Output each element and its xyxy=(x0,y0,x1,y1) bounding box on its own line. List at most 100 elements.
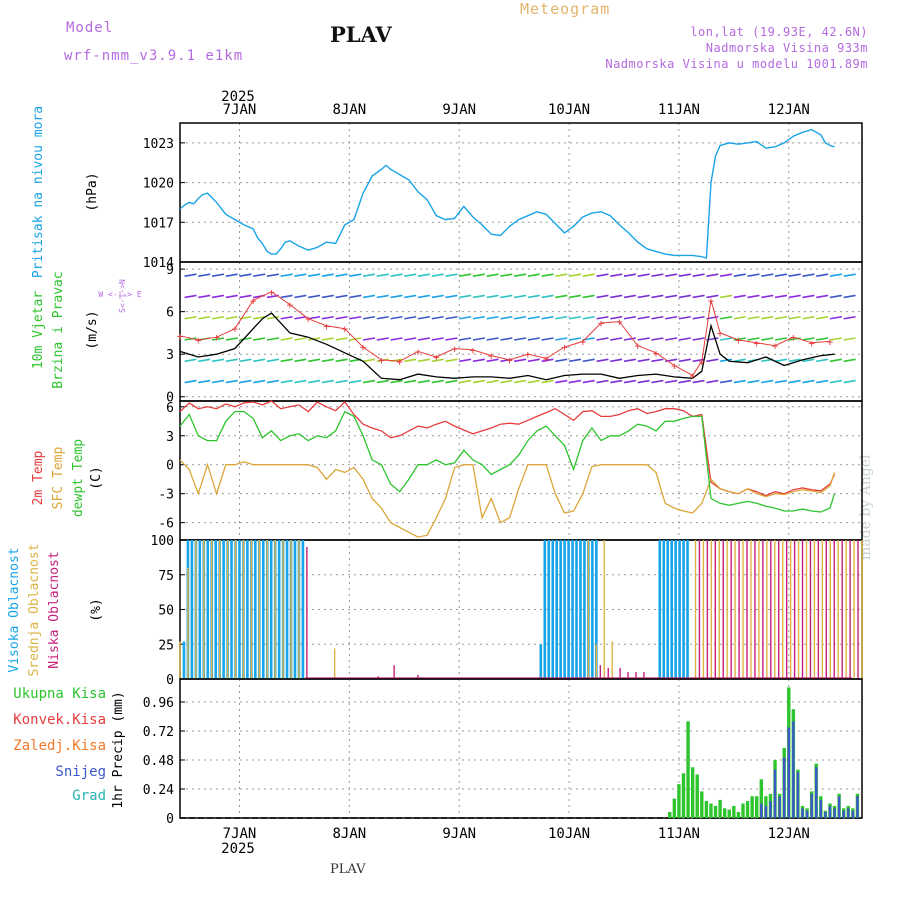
wind-barb xyxy=(582,315,595,320)
wind-barb xyxy=(321,273,334,277)
wind-barb xyxy=(486,379,499,384)
cloud-bar xyxy=(551,540,555,679)
precip-bar xyxy=(769,801,772,818)
pressure-ytick-label: 1023 xyxy=(143,137,174,152)
cloud-bar xyxy=(543,540,547,679)
model-elevation-label: Nadmorska Visina u modelu 1001.89m xyxy=(605,57,868,71)
wind-barb xyxy=(843,273,856,277)
wind-barb xyxy=(555,315,568,320)
wind-barb xyxy=(733,294,746,299)
wind-ylabel-2: Brzina i Pravac xyxy=(51,271,66,388)
wind-barb xyxy=(514,337,527,341)
wind-barb xyxy=(294,337,307,341)
wind-barb xyxy=(335,337,348,341)
wind-barb xyxy=(472,358,485,363)
cloud-bar xyxy=(658,540,662,679)
wind-gust-mark: + xyxy=(735,334,742,347)
wind-barb xyxy=(459,315,472,320)
cloud-bar xyxy=(674,540,677,679)
wind-barb xyxy=(335,294,348,299)
cloud-bar xyxy=(567,540,570,679)
cloud-bar xyxy=(203,540,205,679)
wind-barb xyxy=(404,337,417,341)
wind-barb xyxy=(829,337,842,341)
wind-barb xyxy=(266,337,279,341)
wind-barb xyxy=(788,273,801,277)
cloud-bar xyxy=(694,540,697,679)
wind-barb xyxy=(445,273,458,277)
precip-bar xyxy=(760,803,763,818)
wind-barb xyxy=(445,337,458,341)
wind-barb xyxy=(417,294,431,299)
pressure-ytick-label: 1014 xyxy=(143,256,174,271)
wind-barb xyxy=(390,294,403,299)
cloud-bar xyxy=(730,540,732,679)
wind-gust-mark: + xyxy=(698,355,705,368)
wind-barb xyxy=(802,379,815,384)
clouds-ytick-label: 25 xyxy=(158,638,174,653)
station-title: PLAV xyxy=(330,22,392,47)
wind-barb xyxy=(431,337,444,341)
wind-barb xyxy=(747,337,760,341)
wind-gust-mark: + xyxy=(360,341,367,354)
wind-barb xyxy=(253,273,266,277)
wind-barb xyxy=(514,379,527,384)
cloud-bar xyxy=(666,540,670,679)
wind-barb xyxy=(472,379,485,384)
precip-bar xyxy=(704,801,709,818)
wind-barb xyxy=(445,358,458,363)
year-bottom: 2025 xyxy=(221,841,255,857)
clouds-ytick-label: 50 xyxy=(158,604,174,619)
wind-barb xyxy=(802,315,815,320)
precip-bar xyxy=(810,793,813,818)
cloud-bar xyxy=(738,540,740,679)
wind-barb xyxy=(198,379,211,384)
wind-barb xyxy=(308,379,321,384)
precip-bar xyxy=(736,811,741,818)
wind-barb xyxy=(431,315,444,320)
wind-barb xyxy=(280,294,293,299)
wind-barb xyxy=(582,358,595,363)
cloud-bar xyxy=(238,540,241,679)
wind-barb xyxy=(623,315,637,320)
wind-barb xyxy=(747,379,760,384)
wind-barb xyxy=(582,379,595,384)
cloud-bar xyxy=(285,540,289,679)
precip-bar xyxy=(787,727,790,818)
wind-barb xyxy=(816,337,829,341)
cloud-bar xyxy=(774,540,776,679)
temperature-ytick-label: -3 xyxy=(158,488,174,503)
wind-barb xyxy=(802,358,815,363)
day-label-bottom: 12JAN xyxy=(768,826,810,842)
wind-barb xyxy=(335,379,348,384)
precip-bar xyxy=(700,791,704,818)
wind-barb xyxy=(541,315,554,320)
precip-bar xyxy=(759,779,764,818)
wind-barb xyxy=(610,358,623,363)
wind-barb xyxy=(211,315,225,320)
cloud-bar xyxy=(306,546,308,679)
wind-barb xyxy=(321,337,334,341)
cloud-bar xyxy=(266,540,268,679)
wind-barb xyxy=(253,337,266,341)
wind-barb xyxy=(637,315,650,320)
wind-barb xyxy=(678,315,691,320)
wind-barb xyxy=(541,358,554,363)
wind-gust-mark: + xyxy=(808,337,815,350)
wind-barb xyxy=(761,315,774,320)
wind-barb xyxy=(706,294,719,299)
wind-barb xyxy=(692,379,705,384)
precip-legend-label: Ukupna Kisa xyxy=(13,686,106,702)
wind-barb xyxy=(404,294,417,299)
cloud-bar xyxy=(591,540,594,679)
wind-barb xyxy=(445,294,458,299)
precip-bar xyxy=(782,757,786,818)
cloud-bar xyxy=(290,540,292,679)
wind-barb xyxy=(665,294,678,299)
cloud-bar xyxy=(726,540,728,679)
cloud-bar xyxy=(583,540,586,679)
wind-barb xyxy=(500,337,513,341)
wind-barb xyxy=(404,273,417,277)
precip-bar xyxy=(819,799,823,818)
wind-barb xyxy=(843,315,856,320)
